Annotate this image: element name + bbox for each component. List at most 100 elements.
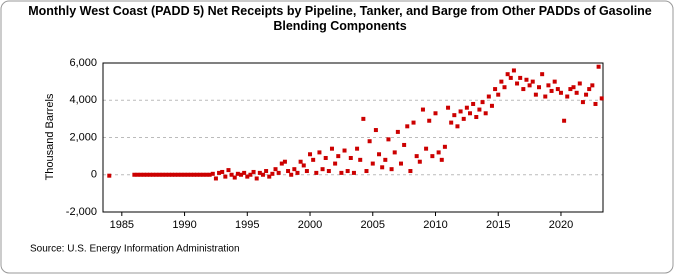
point: [430, 154, 435, 159]
point: [493, 87, 498, 92]
point: [154, 172, 159, 177]
point: [471, 101, 476, 106]
point: [308, 152, 313, 157]
point: [188, 172, 193, 177]
point: [279, 161, 284, 166]
point: [166, 172, 171, 177]
point: [370, 161, 375, 166]
point: [358, 157, 363, 162]
point: [229, 172, 234, 177]
point: [480, 100, 485, 105]
point: [345, 169, 350, 174]
point: [543, 94, 548, 99]
point: [364, 169, 369, 174]
point: [213, 176, 218, 181]
point: [389, 167, 394, 172]
point: [449, 120, 454, 125]
point: [232, 175, 237, 180]
point: [405, 124, 410, 129]
point: [361, 116, 366, 121]
point: [496, 92, 501, 97]
point: [574, 90, 579, 95]
point: [339, 170, 344, 175]
point: [251, 169, 256, 174]
point: [195, 172, 200, 177]
point: [185, 172, 190, 177]
point: [521, 87, 526, 92]
point: [301, 163, 306, 168]
point: [223, 174, 228, 179]
point: [329, 146, 334, 151]
point: [320, 167, 325, 172]
x-tick-label: 1990: [172, 219, 196, 231]
point: [148, 172, 153, 177]
point: [217, 170, 222, 175]
point: [317, 150, 322, 155]
source: Source: U.S. Energy Information Administ…: [30, 244, 240, 255]
point: [267, 174, 272, 179]
point: [530, 79, 535, 84]
point: [524, 77, 529, 82]
point: [323, 155, 328, 160]
point: [298, 159, 303, 164]
y-tick-label: 4,000: [69, 94, 97, 106]
point: [442, 144, 447, 149]
point: [182, 172, 187, 177]
point: [565, 94, 570, 99]
point: [505, 72, 510, 77]
point: [398, 161, 403, 166]
point: [411, 120, 416, 125]
point: [380, 165, 385, 170]
point: [461, 116, 466, 121]
point: [533, 92, 538, 97]
point: [420, 107, 425, 112]
point: [383, 157, 388, 162]
point: [220, 169, 225, 174]
point: [336, 154, 341, 159]
point: [596, 64, 601, 69]
point: [355, 146, 360, 151]
point: [587, 87, 592, 92]
point: [562, 118, 567, 123]
point: [584, 92, 589, 97]
point: [455, 124, 460, 129]
plot-frame: [102, 62, 604, 213]
point: [276, 170, 281, 175]
x-tick-label: 1995: [235, 219, 259, 231]
x-tick-label: 2020: [549, 219, 573, 231]
point: [474, 115, 479, 120]
point: [333, 161, 338, 166]
point: [502, 85, 507, 90]
point: [138, 172, 143, 177]
point: [518, 75, 523, 80]
y-tick-label: 2,000: [69, 131, 97, 143]
point: [499, 79, 504, 84]
point: [515, 81, 520, 86]
point: [282, 159, 287, 164]
point: [552, 79, 557, 84]
point: [239, 172, 244, 177]
point: [590, 83, 595, 88]
point: [436, 150, 441, 155]
point: [373, 128, 378, 133]
point: [311, 157, 316, 162]
point: [486, 94, 491, 99]
point: [314, 170, 319, 175]
point: [273, 167, 278, 172]
point: [468, 111, 473, 116]
point: [245, 174, 250, 179]
point: [304, 169, 309, 174]
point: [242, 170, 247, 175]
y-tick-label: 0: [91, 169, 97, 181]
point: [555, 87, 560, 92]
point: [135, 172, 140, 177]
point: [173, 172, 178, 177]
point: [289, 172, 294, 177]
point: [417, 159, 422, 164]
point: [198, 172, 203, 177]
point: [254, 176, 259, 181]
point: [204, 172, 209, 177]
point: [348, 155, 353, 160]
